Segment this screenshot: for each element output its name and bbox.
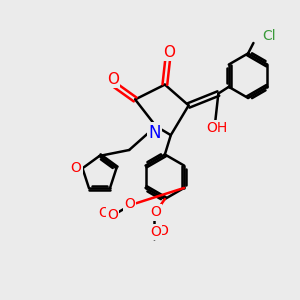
Text: O: O xyxy=(70,161,81,175)
Text: O: O xyxy=(151,225,161,239)
Text: O: O xyxy=(124,196,135,211)
Text: O: O xyxy=(157,224,168,238)
Text: N: N xyxy=(148,124,161,142)
Text: OH: OH xyxy=(206,121,227,135)
Text: O: O xyxy=(107,72,119,87)
Text: O: O xyxy=(163,45,175,60)
Text: O: O xyxy=(151,206,161,219)
Text: O: O xyxy=(107,208,118,222)
Text: Cl: Cl xyxy=(262,28,276,43)
Text: O: O xyxy=(98,206,110,220)
